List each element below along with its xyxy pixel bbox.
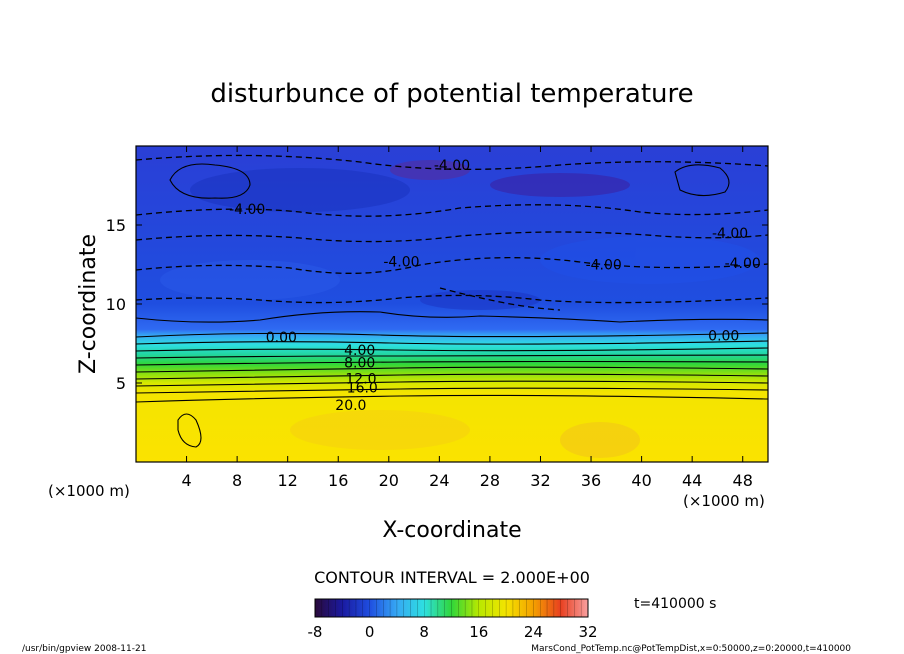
contour-line [136, 373, 768, 380]
contour-line [136, 387, 768, 394]
x-tick-label: 20 [379, 471, 399, 490]
contour-line [136, 394, 768, 403]
y-tick-label: 10 [106, 295, 126, 314]
negative-contours [136, 154, 768, 311]
contour-line [136, 257, 768, 274]
x-tick-label: 28 [480, 471, 500, 490]
contour-interval-label: CONTOUR INTERVAL = 2.000E+00 [314, 568, 590, 587]
colorbar-tick-label: 8 [419, 623, 429, 641]
contour-label: -4.00 [586, 258, 622, 274]
footer-left: /usr/bin/gpview 2008-11-21 [22, 644, 146, 654]
x-tick-label: 8 [232, 471, 242, 490]
colorbar: -8 0 8 16 24 32 [308, 598, 598, 641]
x-tick-label: 24 [429, 471, 449, 490]
contour-line [136, 380, 768, 387]
colorbar-ticks: -8 0 8 16 24 32 [308, 623, 598, 641]
contour-label: -4.00 [725, 256, 761, 272]
contour-line [136, 204, 768, 217]
contour-line [136, 354, 768, 359]
contour-labels: -4.00 -4.00 -4.00 -4.00 -4.00 -4.00 0.00 0.00 4.… [229, 158, 761, 414]
time-label: t=410000 s [634, 596, 716, 612]
x-tick-label: 36 [581, 471, 601, 490]
colorbar-tick-label: 24 [524, 623, 543, 641]
x-axis-label: X-coordinate [382, 518, 521, 543]
y-tick-label: 5 [116, 374, 126, 393]
x-tick-label: 12 [278, 471, 298, 490]
x-axis: 4 8 12 16 20 24 28 32 36 40 44 48 [181, 146, 753, 490]
x-tick-label: 16 [328, 471, 348, 490]
contour-line [136, 366, 768, 373]
contour-label: 4.00 [344, 343, 375, 359]
contour-line [439, 287, 561, 311]
contour-line [136, 332, 768, 338]
contour-line [136, 231, 768, 243]
chart-title: disturbunce of potential temperature [210, 79, 693, 109]
contour-label: -4.00 [434, 158, 470, 174]
x-tick-label: 40 [631, 471, 651, 490]
footer-right: MarsCond_PotTemp.nc@PotTempDist,x=0:5000… [531, 644, 851, 654]
field-texture [160, 160, 760, 458]
y-axis: 5 10 15 [106, 216, 768, 393]
contour-label: -4.00 [712, 226, 748, 242]
contour-lines [136, 163, 768, 448]
x-tick-label: 32 [530, 471, 550, 490]
contour-line [136, 294, 768, 304]
contour-loop [177, 413, 202, 448]
colorbar-tick-label: -8 [308, 623, 323, 641]
contour-label: -4.00 [383, 254, 419, 270]
contour-loop [169, 163, 251, 199]
contour-label: 8.00 [344, 355, 375, 371]
x-unit-right: (×1000 m) [683, 492, 765, 510]
contour-label: 12.0 [345, 371, 376, 387]
colorbar-tick-label: 32 [578, 623, 597, 641]
plot-area: -4.00 -4.00 -4.00 -4.00 -4.00 -4.00 0.00 0.00 4.… [136, 146, 768, 462]
contour-loop [674, 164, 730, 197]
contour-label: 0.00 [708, 329, 739, 345]
colorbar-tick-label: 0 [365, 623, 375, 641]
y-axis-label: Z-coordinate [76, 234, 101, 374]
x-tick-label: 4 [181, 471, 191, 490]
colorbar-tick-label: 16 [469, 623, 488, 641]
x-unit-left: (×1000 m) [48, 482, 130, 500]
colorbar-stripes [321, 599, 582, 617]
contour-label: 16.0 [347, 381, 378, 397]
x-tick-label: 48 [733, 471, 753, 490]
contour-label: 0.00 [266, 330, 297, 346]
contour-line [136, 154, 768, 170]
contour-line [136, 360, 768, 366]
contour-line [136, 347, 768, 352]
contour-label: -4.00 [229, 202, 265, 218]
contour-line [136, 311, 768, 323]
contour-label: 20.0 [335, 398, 366, 414]
contour-line [136, 340, 768, 345]
y-tick-label: 15 [106, 216, 126, 235]
x-tick-label: 44 [682, 471, 702, 490]
